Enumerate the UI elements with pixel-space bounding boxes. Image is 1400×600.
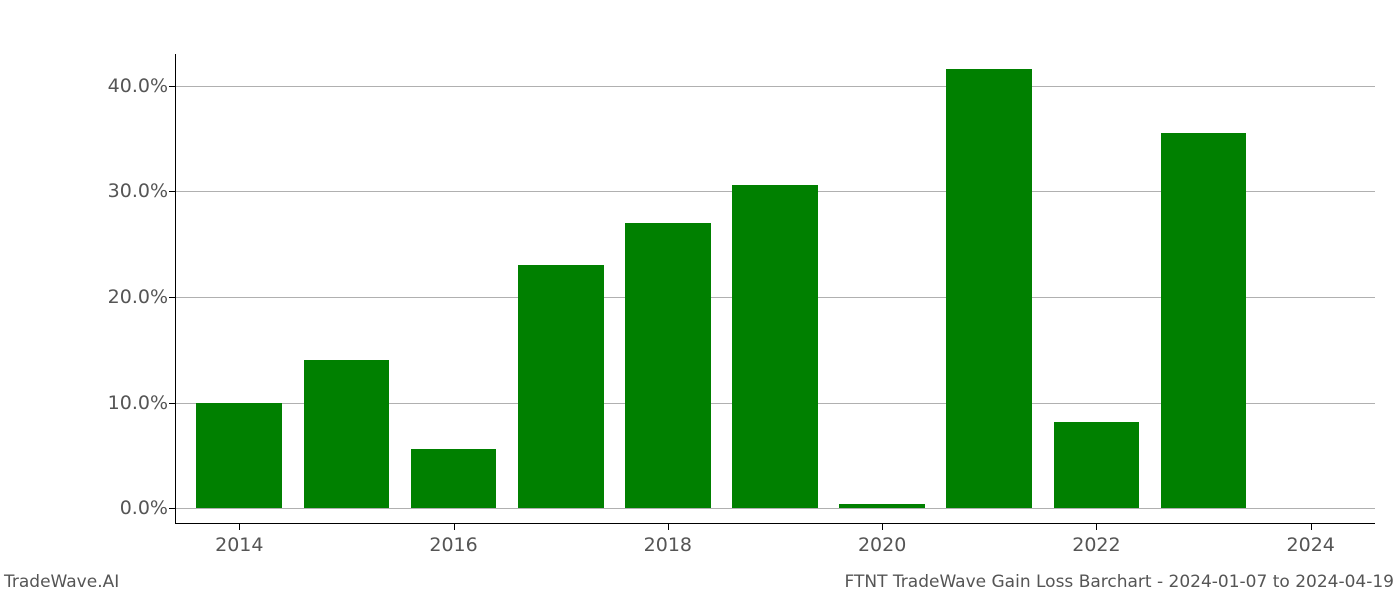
y-tick-label: 20.0% <box>108 286 168 308</box>
y-tick-label: 0.0% <box>120 497 168 519</box>
y-tick-label: 10.0% <box>108 392 168 414</box>
footer-caption: FTNT TradeWave Gain Loss Barchart - 2024… <box>845 572 1394 592</box>
bar-2019 <box>732 185 818 508</box>
y-tick-mark <box>169 191 175 192</box>
x-tick-mark <box>454 524 455 530</box>
x-tick-label: 2018 <box>644 534 692 556</box>
bar-2018 <box>625 223 711 508</box>
x-tick-mark <box>1096 524 1097 530</box>
y-tick-label: 40.0% <box>108 75 168 97</box>
x-tick-label: 2014 <box>215 534 263 556</box>
x-axis-line <box>175 523 1375 524</box>
x-tick-label: 2020 <box>858 534 906 556</box>
y-tick-label: 30.0% <box>108 180 168 202</box>
bar-2014 <box>196 403 282 509</box>
bar-2016 <box>411 449 497 508</box>
bar-2020 <box>839 504 925 508</box>
footer-brand: TradeWave.AI <box>4 572 119 592</box>
y-axis-line <box>175 54 176 524</box>
bar-2021 <box>946 69 1032 508</box>
y-tick-mark <box>169 403 175 404</box>
bar-2022 <box>1054 422 1140 509</box>
x-tick-mark <box>882 524 883 530</box>
bar-2017 <box>518 265 604 508</box>
x-tick-label: 2016 <box>429 534 477 556</box>
chart-plot-area <box>175 54 1375 524</box>
x-tick-mark <box>239 524 240 530</box>
plot-area <box>175 54 1375 524</box>
bar-2023 <box>1161 133 1247 508</box>
gridline <box>175 508 1375 509</box>
x-tick-mark <box>1311 524 1312 530</box>
y-tick-mark <box>169 508 175 509</box>
x-tick-label: 2022 <box>1072 534 1120 556</box>
y-tick-mark <box>169 297 175 298</box>
x-tick-mark <box>668 524 669 530</box>
bar-2015 <box>304 360 390 508</box>
x-tick-label: 2024 <box>1287 534 1335 556</box>
gridline <box>175 86 1375 87</box>
y-tick-mark <box>169 86 175 87</box>
